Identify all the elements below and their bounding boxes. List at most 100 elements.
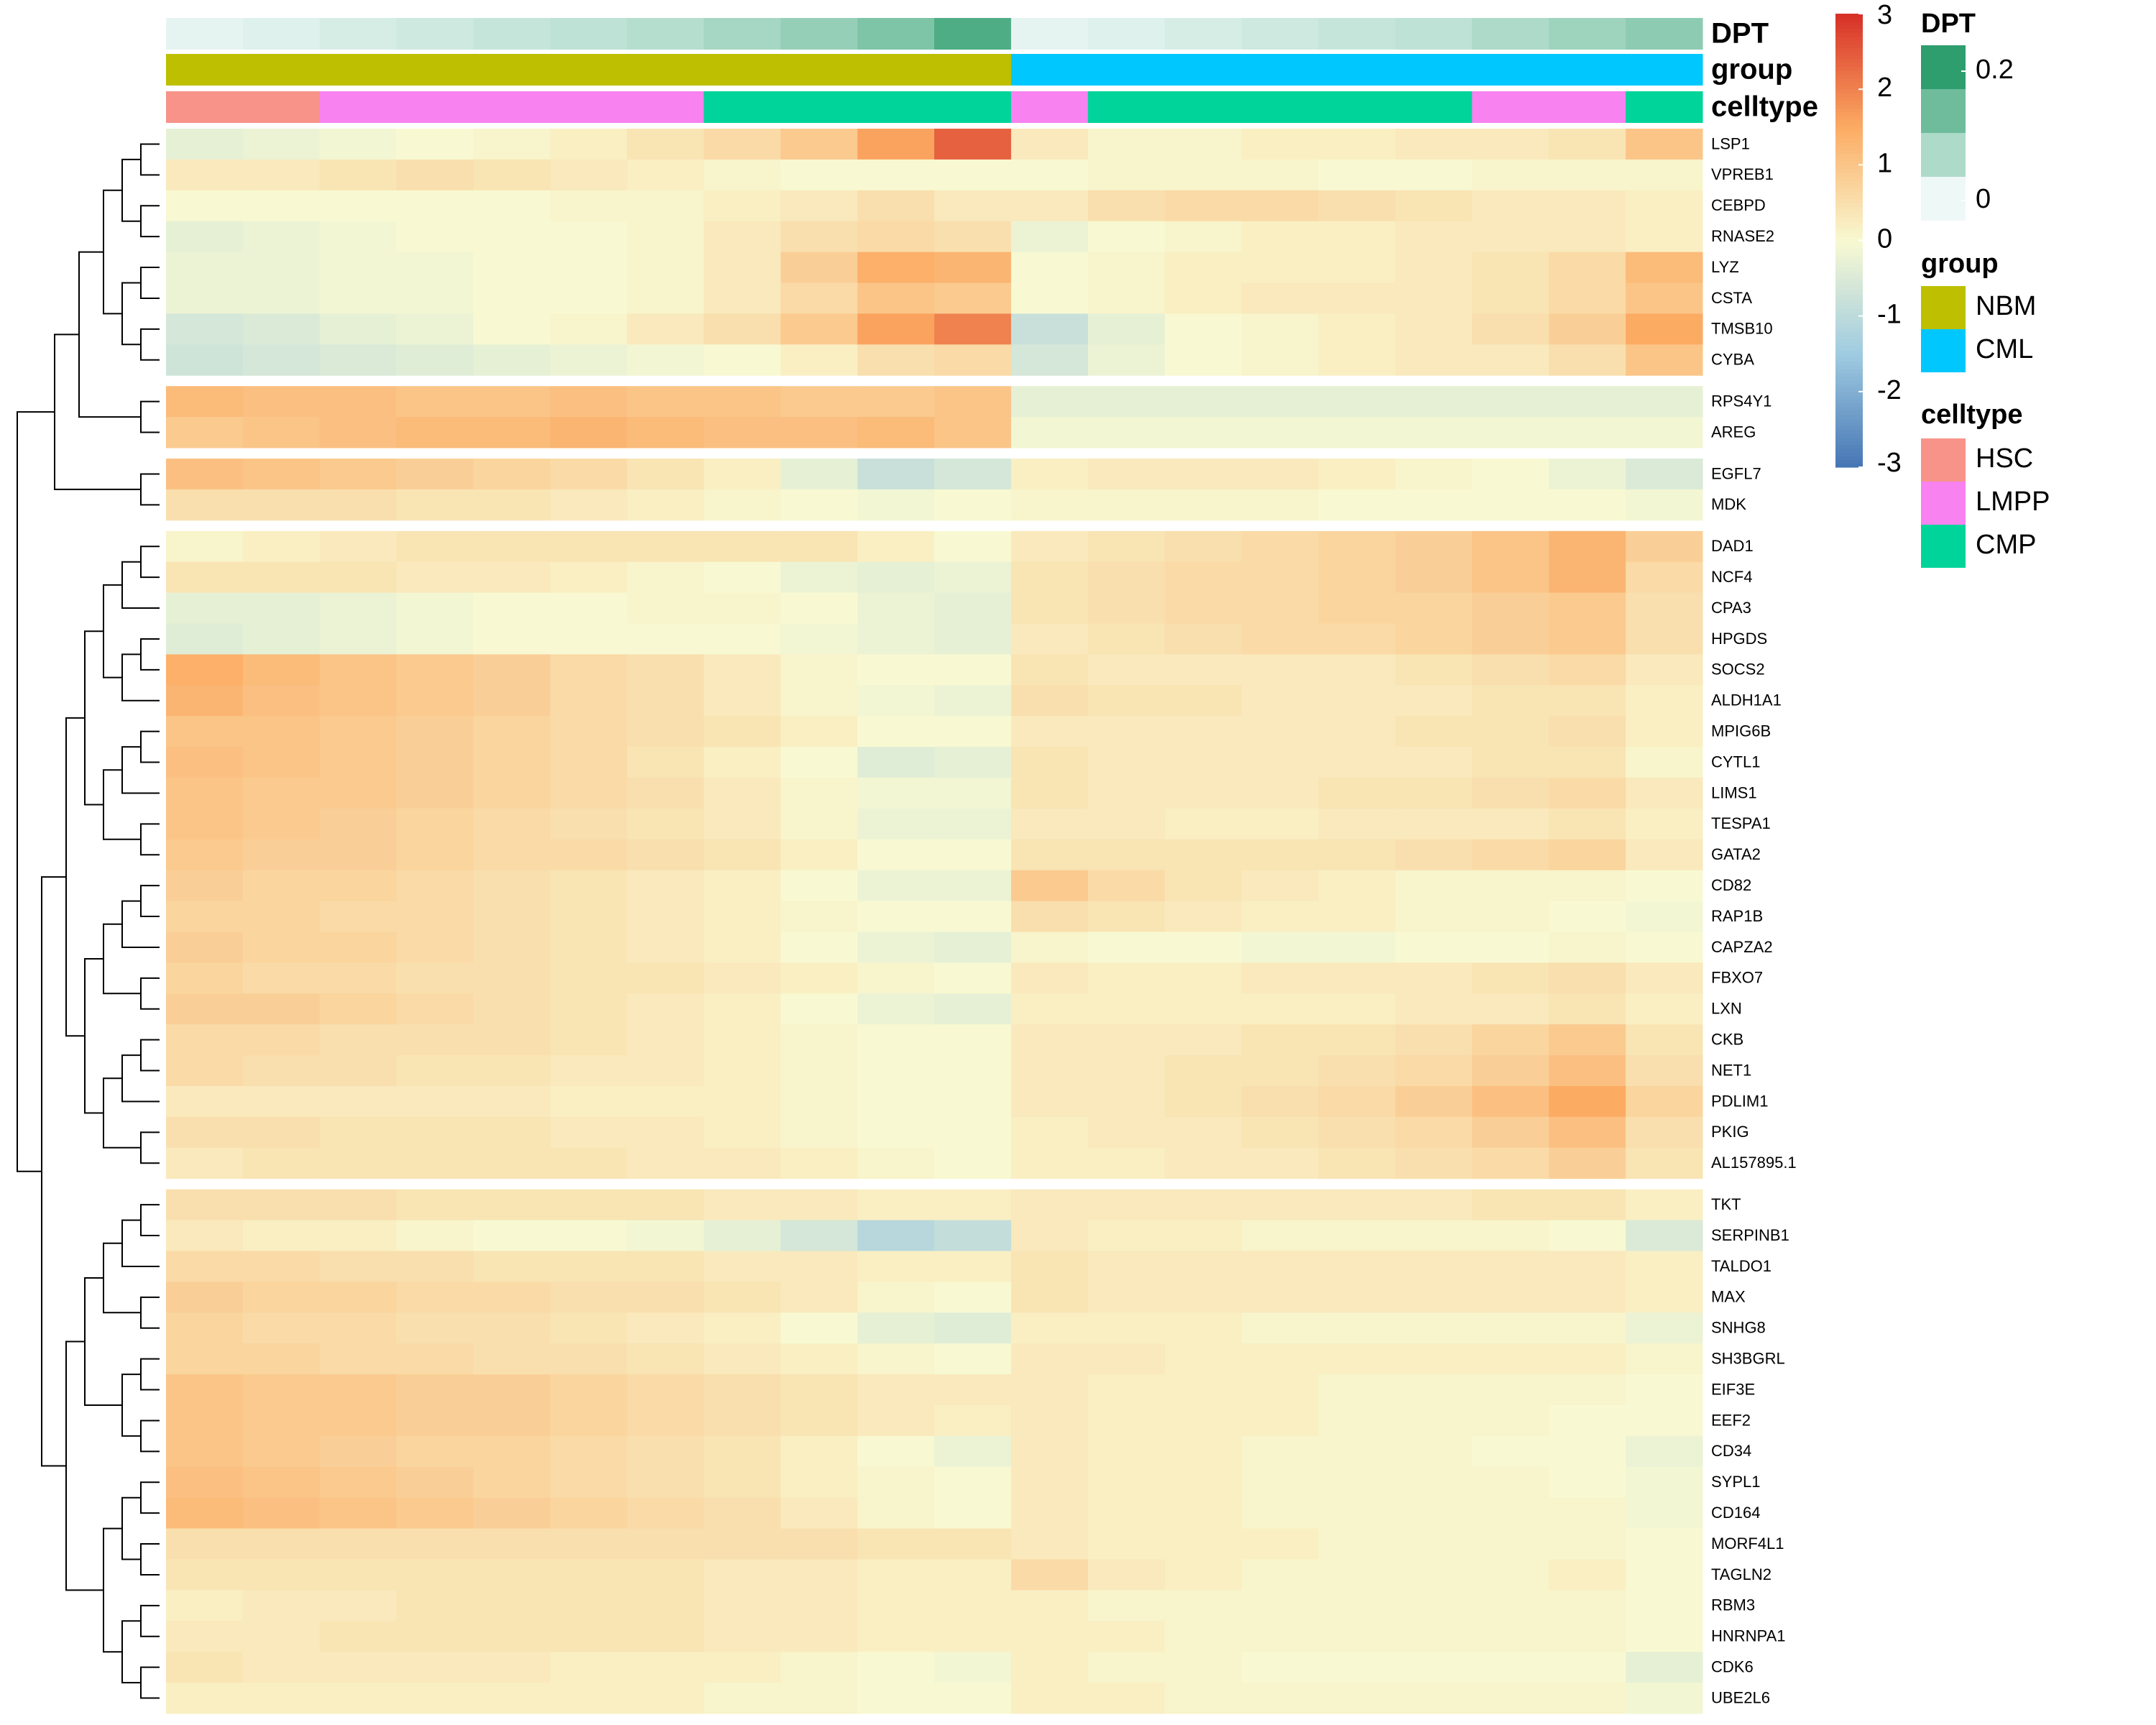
heat-cell	[1549, 344, 1626, 376]
heat-cell	[1472, 839, 1549, 871]
heat-cell	[1241, 1435, 1319, 1468]
heat-cell	[704, 778, 781, 809]
colorbar-segment	[1835, 406, 1863, 411]
heat-cell	[319, 654, 397, 686]
heat-cell	[1241, 901, 1319, 932]
colorbar-segment	[1835, 157, 1863, 162]
dendrogram-branch	[140, 1204, 160, 1237]
heat-cell	[1626, 1590, 1703, 1622]
heat-cell	[396, 839, 474, 871]
colorbar-segment	[1835, 104, 1863, 109]
heat-cell	[1010, 1312, 1089, 1344]
heat-cell	[1472, 870, 1549, 902]
heat-cell	[319, 1343, 397, 1375]
dpt-cell	[1472, 18, 1549, 50]
heat-cell	[704, 561, 781, 594]
heat-cell	[627, 1466, 704, 1499]
heat-cell	[166, 1189, 244, 1221]
heat-cell	[627, 1147, 704, 1179]
heat-cell	[1472, 1251, 1549, 1282]
heat-cell	[627, 386, 704, 418]
heat-cell	[1010, 1621, 1089, 1652]
legend-title: DPT	[1921, 9, 1976, 39]
colorbar-segment	[1835, 93, 1863, 98]
heat-cell	[1087, 685, 1166, 717]
heat-cell	[473, 901, 550, 932]
heat-cell	[1549, 159, 1626, 191]
heat-cell	[1472, 808, 1549, 840]
heat-cell	[1164, 1683, 1243, 1714]
dpt-cell	[319, 18, 397, 50]
heat-cell	[1472, 190, 1549, 222]
heat-cell	[396, 1559, 474, 1591]
heat-cell	[242, 1621, 321, 1652]
dendrogram-branch	[121, 1496, 141, 1560]
heat-cell	[550, 530, 627, 563]
heat-cell	[319, 1435, 397, 1468]
colorbar-segment	[1835, 451, 1863, 456]
row-label: CSTA	[1711, 289, 1752, 307]
heat-cell	[1626, 282, 1703, 314]
heat-cell	[396, 778, 474, 809]
heat-cell	[1010, 1466, 1089, 1499]
heat-cell	[1626, 489, 1703, 521]
heat-cell	[473, 778, 550, 809]
group-cell	[934, 54, 1012, 86]
heat-cell	[934, 252, 1012, 283]
heat-cell	[857, 190, 935, 222]
heat-cell	[1164, 1024, 1243, 1056]
row-label: EIF3E	[1711, 1380, 1755, 1398]
legend-label: CMP	[1976, 530, 2036, 560]
heat-cell	[319, 1683, 397, 1714]
dpt-cell	[627, 18, 704, 50]
heat-cell	[780, 252, 858, 283]
row-label: UBE2L6	[1711, 1688, 1770, 1706]
heat-cell	[166, 129, 244, 160]
heat-cell	[1549, 1343, 1626, 1375]
heat-cell	[1010, 417, 1089, 448]
heat-cell	[627, 1621, 704, 1652]
heat-cell	[1164, 1116, 1243, 1149]
heat-cell	[550, 1312, 627, 1344]
heat-cell	[550, 962, 627, 994]
heat-cell	[857, 685, 935, 717]
heat-cell	[242, 417, 321, 448]
heat-cell	[1626, 592, 1703, 624]
heat-cell	[1164, 993, 1243, 1025]
celltype-cell	[1549, 91, 1626, 123]
celltype-cell	[857, 91, 935, 123]
row-label: SH3BGRL	[1711, 1349, 1785, 1367]
heat-cell	[857, 282, 935, 314]
colorbar-segment	[1835, 123, 1863, 128]
heat-cell	[166, 962, 244, 994]
heat-cell	[780, 221, 858, 253]
dendrogram-branch	[84, 630, 103, 806]
heat-cell	[166, 716, 244, 748]
heat-cell	[857, 1652, 935, 1683]
heat-cell	[1626, 654, 1703, 686]
heat-cell	[242, 190, 321, 222]
heat-cell	[166, 654, 244, 686]
heat-cell	[1395, 1343, 1473, 1375]
heat-cell	[857, 1147, 935, 1179]
colorbar-segment	[1835, 153, 1863, 158]
heat-cell	[166, 1405, 244, 1437]
heat-cell	[1241, 129, 1319, 160]
heat-cell	[166, 1312, 244, 1344]
heat-cell	[1010, 993, 1089, 1025]
dendrogram-branch	[121, 158, 141, 222]
heat-cell	[1010, 252, 1089, 283]
dendrogram-branch	[140, 1358, 160, 1391]
colorbar-segment	[1835, 202, 1863, 207]
colorbar-segment	[1835, 426, 1863, 431]
heat-cell	[1472, 654, 1549, 686]
heat-cell	[1395, 747, 1473, 778]
heat-cell	[704, 654, 781, 686]
heat-cell	[1010, 1251, 1089, 1282]
heat-cell	[1472, 1147, 1549, 1179]
dendrogram-branch	[140, 205, 160, 238]
heat-cell	[319, 1405, 397, 1437]
heat-cell	[704, 685, 781, 717]
heat-cell	[550, 1405, 627, 1437]
